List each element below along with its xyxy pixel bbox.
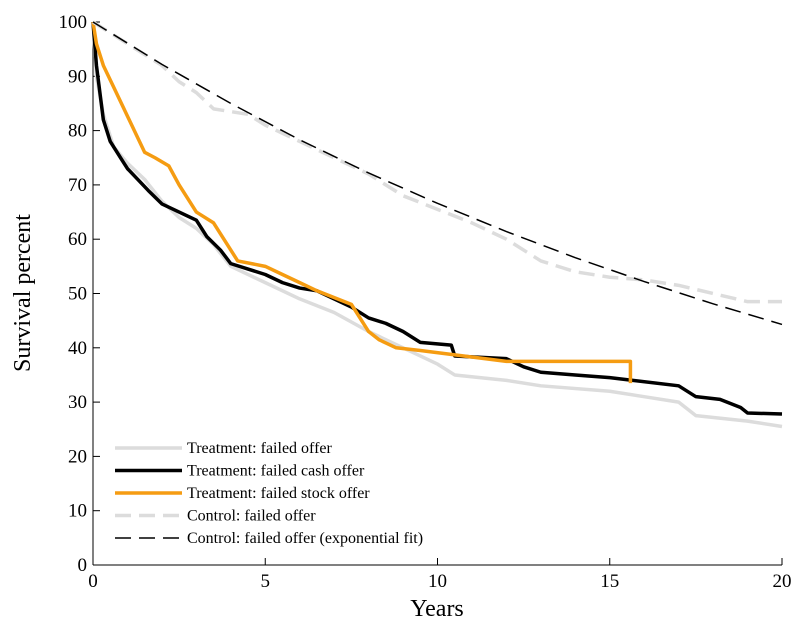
x-tick-label: 15 [600, 571, 619, 592]
y-tick-label: 100 [59, 12, 88, 33]
y-tick-label: 30 [68, 392, 87, 413]
x-tick-label: 5 [261, 571, 271, 592]
series-line [91, 21, 783, 416]
legend-label: Control: failed offer [187, 508, 316, 525]
series-line [91, 21, 633, 384]
y-tick-label: 20 [68, 446, 87, 467]
y-tick-label: 90 [68, 66, 87, 87]
legend-label: Treatment: failed cash offer [187, 463, 365, 480]
x-axis-label: Years [410, 596, 464, 622]
legend-label: Treatment: failed offer [187, 440, 333, 457]
x-tick-label: 0 [88, 571, 98, 592]
y-tick-label: 10 [68, 501, 87, 522]
y-tick-label: 50 [68, 284, 87, 305]
x-tick-label: 20 [773, 571, 792, 592]
y-tick-label: 60 [68, 229, 87, 250]
y-tick-label: 0 [78, 555, 88, 576]
y-axis-label: Survival percent [10, 214, 36, 372]
y-tick-label: 80 [68, 121, 87, 142]
y-tick-label: 70 [68, 175, 87, 196]
series-line [92, 21, 783, 326]
series-line [91, 21, 783, 429]
x-tick-label: 10 [428, 571, 447, 592]
legend: Treatment: failed offer Treatment: failed… [115, 440, 423, 547]
series-line [92, 20, 782, 304]
legend-label: Treatment: failed stock offer [187, 485, 370, 502]
legend-label: Control: failed offer (exponential fit) [187, 530, 423, 547]
y-tick-label: 40 [68, 338, 87, 359]
